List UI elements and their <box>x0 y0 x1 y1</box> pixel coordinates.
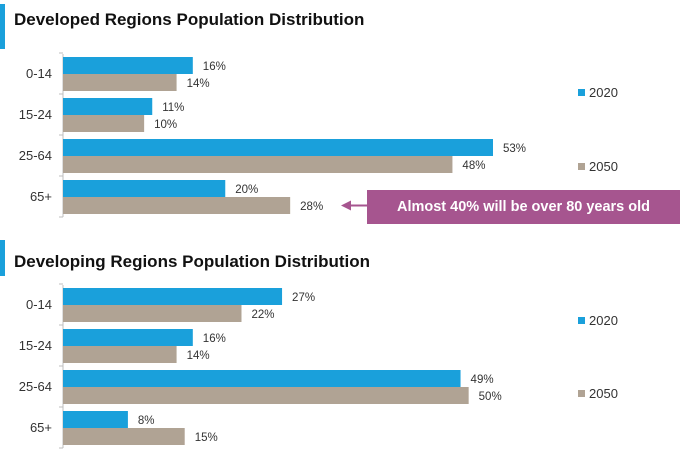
category-tick-label: 15-24 <box>19 107 52 122</box>
title-accent-bar <box>0 4 5 49</box>
bar-2050 <box>63 346 177 363</box>
data-label: 48% <box>462 160 485 172</box>
legend-swatch-2020 <box>578 89 585 96</box>
bar-2020 <box>63 98 153 115</box>
bar-2020 <box>63 411 128 428</box>
data-label: 16% <box>203 61 226 73</box>
data-label: 20% <box>235 184 258 196</box>
legend-swatch-2050 <box>578 390 585 397</box>
bar-2050 <box>63 156 453 173</box>
data-label: 11% <box>162 102 184 114</box>
legend-swatch-2050 <box>578 163 585 170</box>
bar-2050 <box>63 428 185 445</box>
data-label: 15% <box>195 432 218 444</box>
category-tick-label: 15-24 <box>19 338 52 353</box>
developed-panel: Developed Regions Population Distributio… <box>0 0 681 230</box>
legend-label: 2050 <box>589 159 618 174</box>
data-label: 22% <box>251 309 274 321</box>
category-tick-label: 65+ <box>30 189 52 204</box>
data-label: 10% <box>154 119 177 131</box>
bar-2050 <box>63 115 145 132</box>
bar-2020 <box>63 180 226 197</box>
legend-label: 2020 <box>589 313 618 328</box>
legend-swatch-2020 <box>578 317 585 324</box>
developing-chart: 0-14 27% 22% 15-24 16% 14% 25-64 49% 50% 65+ 8% 15%… <box>19 283 618 449</box>
category-tick-label: 0-14 <box>26 297 52 312</box>
chart-title: Developing Regions Population Distributi… <box>14 252 371 271</box>
bar-2020 <box>63 288 283 305</box>
annotation-callout: Almost 40% will be over 80 years old <box>367 190 680 224</box>
bar-2050 <box>63 387 469 404</box>
bar-2020 <box>63 329 193 346</box>
data-label: 14% <box>187 350 210 362</box>
legend-label: 2050 <box>589 386 618 401</box>
data-label: 27% <box>292 292 315 304</box>
chart-title: Developed Regions Population Distributio… <box>14 10 365 29</box>
title-accent-bar <box>0 240 5 276</box>
developed-chart: 0-14 16% 14% 15-24 11% 10% 25-64 53% 48% 65+ 20% 28… <box>19 52 618 218</box>
bar-2020 <box>63 139 493 156</box>
bar-2050 <box>63 74 177 91</box>
bar-2050 <box>63 305 242 322</box>
data-label: 50% <box>479 391 502 403</box>
bar-2020 <box>63 57 193 74</box>
data-label: 53% <box>503 143 526 155</box>
bar-2050 <box>63 197 291 214</box>
data-label: 49% <box>471 374 494 386</box>
category-tick-label: 25-64 <box>19 379 52 394</box>
category-tick-label: 0-14 <box>26 66 52 81</box>
data-label: 14% <box>187 78 210 90</box>
annotation-arrowhead <box>341 200 351 211</box>
legend-label: 2020 <box>589 85 618 100</box>
developing-panel: Developing Regions Population Distributi… <box>0 236 681 467</box>
data-label: 8% <box>138 415 155 427</box>
data-label: 28% <box>300 201 323 213</box>
bar-2020 <box>63 370 461 387</box>
category-tick-label: 25-64 <box>19 148 52 163</box>
data-label: 16% <box>203 333 226 345</box>
category-tick-label: 65+ <box>30 420 52 435</box>
